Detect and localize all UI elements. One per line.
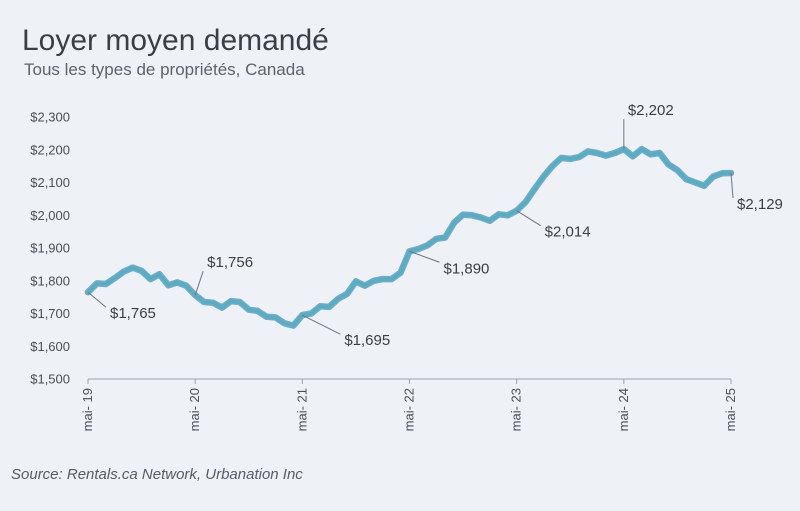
y-tick-label: $1,700 [30, 306, 70, 321]
annotation-label: $2,129 [737, 196, 783, 213]
x-tick-label: mai- 25 [723, 388, 738, 431]
x-tick-label: mai- 21 [294, 388, 309, 431]
x-tick-label: mai- 24 [616, 388, 631, 431]
y-tick-label: $2,300 [30, 110, 70, 125]
y-tick-label: $1,600 [30, 339, 70, 354]
annotation-label: $1,695 [344, 332, 390, 349]
y-tick-label: $1,900 [30, 241, 70, 256]
x-tick-label: mai- 19 [80, 388, 95, 431]
annotation-leader [87, 291, 107, 308]
y-tick-label: $2,000 [30, 208, 70, 223]
chart-title: Loyer moyen demandé [22, 24, 329, 57]
annotation-leader [516, 210, 541, 227]
y-tick-label: $1,500 [30, 372, 70, 387]
y-tick-label: $2,100 [30, 175, 70, 190]
source-note: Source: Rentals.ca Network, Urbanation I… [11, 466, 303, 483]
annotation-label: $2,014 [545, 224, 591, 241]
x-tick-label: mai- 20 [187, 388, 202, 431]
annotation-leader [409, 250, 440, 263]
chart-subtitle: Tous les types de propriétés, Canada [24, 60, 305, 79]
series-line [86, 147, 733, 328]
x-tick-label: mai- 22 [402, 388, 417, 431]
annotation-label: $1,890 [444, 260, 490, 277]
annotation-leader [302, 314, 341, 335]
annotation-label: $2,202 [628, 102, 674, 119]
annotation-label: $1,765 [110, 305, 156, 322]
x-tick-label: mai- 23 [509, 388, 524, 431]
annotation-label: $1,756 [207, 254, 253, 271]
annotation-leader [194, 271, 204, 296]
annotation-leader [730, 172, 734, 199]
series-line-outline [84, 145, 735, 329]
y-tick-label: $1,800 [30, 273, 70, 288]
y-tick-label: $2,200 [30, 142, 70, 157]
